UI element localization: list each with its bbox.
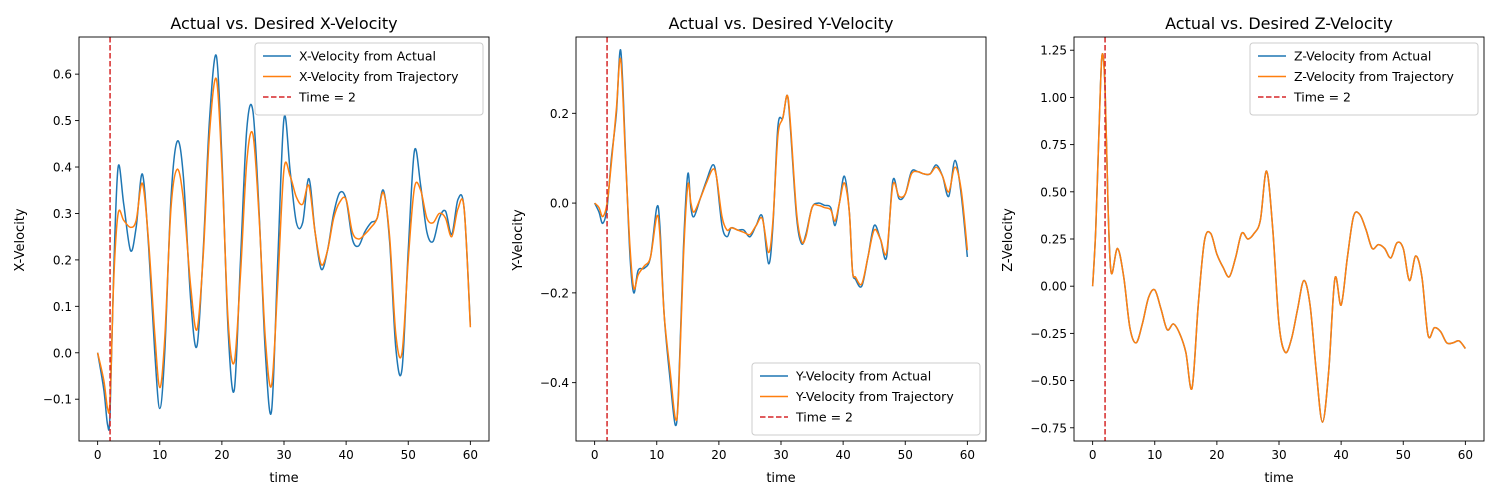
legend-z: Z-Velocity from Actual Z-Velocity from Tr… bbox=[1249, 42, 1479, 116]
y-tick-label-x: 0.5 bbox=[53, 114, 72, 128]
y-tick-label-z: −0.50 bbox=[1030, 374, 1067, 388]
legend-box-y bbox=[751, 362, 981, 436]
x-tick-label-z: 20 bbox=[1209, 448, 1224, 462]
y-tick-label-y: −0.4 bbox=[540, 376, 569, 390]
x-tick-label-z: 0 bbox=[1089, 448, 1097, 462]
y-tick-label-z: 0.75 bbox=[1040, 138, 1067, 152]
y-tick-label-x: 0.2 bbox=[53, 253, 72, 267]
y-axis-label-x: X-Velocity bbox=[13, 208, 28, 271]
series-line-y-actual bbox=[593, 49, 969, 427]
x-tick-label-y: 40 bbox=[835, 448, 850, 462]
legend-label-y: Y-Velocity from Trajectory bbox=[795, 389, 954, 404]
x-tick-label-y: 10 bbox=[649, 448, 664, 462]
legend-label-x: Time = 2 bbox=[298, 90, 356, 105]
y-tick-label-z: 1.25 bbox=[1040, 44, 1067, 58]
series-line-y-trajectory bbox=[594, 57, 969, 422]
y-tick-label-x: 0.3 bbox=[53, 207, 72, 221]
y-tick-label-x: −0.1 bbox=[43, 393, 72, 407]
x-tick-label-x: 10 bbox=[152, 448, 167, 462]
y-tick-label-x: 0.0 bbox=[53, 346, 72, 360]
legend-label-y: Time = 2 bbox=[795, 410, 853, 425]
plot-area-z: 0 10 20 30 40 50 60 −0.75 −0.50 −0.25 0.00 0.25 0.50… bbox=[1030, 36, 1485, 462]
legend-x: X-Velocity from Actual X-Velocity from Tr… bbox=[254, 42, 484, 116]
legend-label-x: X-Velocity from Actual bbox=[299, 49, 436, 64]
subplot-z-velocity: Actual vs. Desired Z-Velocity time Z-Vel… bbox=[1001, 14, 1393, 486]
x-axis-label-y: time bbox=[766, 471, 795, 486]
y-tick-label-z: 1.00 bbox=[1040, 91, 1067, 105]
legend-label-z: Z-Velocity from Actual bbox=[1294, 49, 1431, 64]
y-axis-label-z: Z-Velocity bbox=[1001, 208, 1016, 272]
chart-title-z: Actual vs. Desired Z-Velocity bbox=[1165, 14, 1393, 33]
chart-title-y: Actual vs. Desired Y-Velocity bbox=[669, 14, 894, 33]
x-tick-label-z: 30 bbox=[1271, 448, 1286, 462]
plot-area-x: 0 10 20 30 40 50 60 −0.1 0.0 0.1 0.2 0.3 0.4 0.5 0.6 X-… bbox=[43, 36, 490, 462]
chart-title-x: Actual vs. Desired X-Velocity bbox=[170, 14, 397, 33]
x-tick-label-x: 50 bbox=[401, 448, 416, 462]
x-tick-label-z: 10 bbox=[1147, 448, 1162, 462]
x-axis-label-x: time bbox=[269, 471, 298, 486]
subplot-x-velocity: Actual vs. Desired X-Velocity time X-Vel… bbox=[13, 14, 398, 486]
x-tick-label-x: 40 bbox=[338, 448, 353, 462]
x-tick-label-x: 20 bbox=[214, 448, 229, 462]
series-line-x-actual bbox=[96, 54, 472, 431]
legend-y: Y-Velocity from Actual Y-Velocity from Tr… bbox=[751, 362, 981, 436]
legend-label-x: X-Velocity from Trajectory bbox=[299, 69, 459, 84]
y-tick-label-z: 0.25 bbox=[1040, 233, 1067, 247]
subplot-y-velocity: Actual vs. Desired Y-Velocity time Y-Vel… bbox=[511, 14, 893, 486]
y-tick-label-x: 0.1 bbox=[53, 300, 72, 314]
x-tick-label-y: 20 bbox=[711, 448, 726, 462]
x-tick-label-y: 0 bbox=[591, 448, 599, 462]
x-tick-label-z: 50 bbox=[1396, 448, 1411, 462]
y-tick-label-x: 0.6 bbox=[53, 68, 72, 82]
x-tick-label-x: 0 bbox=[94, 448, 102, 462]
x-tick-label-y: 60 bbox=[960, 448, 975, 462]
legend-label-z: Time = 2 bbox=[1293, 90, 1351, 105]
x-tick-label-x: 60 bbox=[463, 448, 478, 462]
y-tick-label-x: 0.4 bbox=[53, 161, 72, 175]
series-line-x-trajectory bbox=[96, 77, 472, 414]
x-tick-label-y: 30 bbox=[773, 448, 788, 462]
y-tick-label-z: −0.75 bbox=[1030, 421, 1067, 435]
x-tick-label-z: 60 bbox=[1458, 448, 1473, 462]
x-tick-label-y: 50 bbox=[898, 448, 913, 462]
legend-label-z: Z-Velocity from Trajectory bbox=[1294, 69, 1455, 84]
x-tick-label-x: 30 bbox=[276, 448, 291, 462]
y-tick-label-y: −0.2 bbox=[540, 286, 569, 300]
legend-box-z bbox=[1249, 42, 1479, 116]
y-tick-label-z: 0.00 bbox=[1040, 280, 1067, 294]
x-tick-label-z: 40 bbox=[1333, 448, 1348, 462]
y-tick-label-z: −0.25 bbox=[1030, 327, 1067, 341]
x-axis-label-z: time bbox=[1264, 471, 1293, 486]
legend-label-y: Y-Velocity from Actual bbox=[795, 369, 931, 384]
series-line-z-trajectory bbox=[1091, 53, 1466, 423]
y-tick-label-y: 0.0 bbox=[550, 197, 569, 211]
plot-area-y: 0 10 20 30 40 50 60 −0.4 −0.2 0.0 0.2 Y-Velocity fr… bbox=[540, 36, 987, 462]
legend-box-x bbox=[254, 42, 484, 116]
y-axis-label-y: Y-Velocity bbox=[511, 209, 526, 272]
y-tick-label-y: 0.2 bbox=[550, 107, 569, 121]
y-tick-label-z: 0.50 bbox=[1040, 185, 1067, 199]
